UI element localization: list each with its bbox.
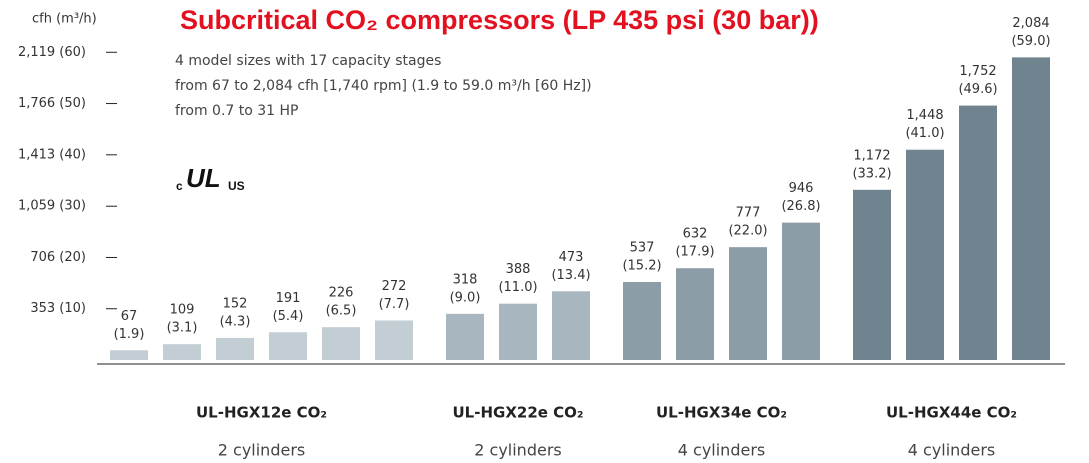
value-label-m3: (13.4) — [551, 268, 590, 283]
value-label: 632 — [683, 227, 708, 242]
y-tick-label: 1,059 (30) — [18, 199, 86, 214]
logo-text: US — [228, 179, 245, 193]
value-label-m3: (15.2) — [622, 259, 661, 274]
y-tick-label: 353 (10) — [30, 301, 86, 316]
subtitle: from 67 to 2,084 cfh [1,740 rpm] (1.9 to… — [175, 78, 592, 94]
value-label: 272 — [382, 279, 407, 294]
value-label: 1,448 — [906, 108, 943, 123]
value-label: 946 — [789, 181, 814, 196]
bar — [959, 105, 997, 360]
bar — [499, 303, 537, 360]
logo-text: UL — [186, 163, 221, 193]
value-label-m3: (17.9) — [675, 245, 714, 260]
value-label-m3: (9.0) — [450, 290, 481, 305]
bar — [782, 222, 820, 360]
value-label-m3: (4.3) — [220, 314, 251, 329]
value-label: 67 — [121, 309, 138, 324]
value-label-m3: (41.0) — [905, 126, 944, 141]
y-tick-label: 1,766 (50) — [18, 96, 86, 111]
value-label: 388 — [506, 262, 531, 277]
y-axis-label: cfh (m³/h) — [32, 12, 97, 27]
value-label: 537 — [630, 241, 655, 256]
bar — [1012, 57, 1050, 361]
group-note: 2 cylinders — [218, 441, 305, 460]
bar — [269, 332, 307, 360]
group-label: UL-HGX12e CO₂ — [196, 404, 327, 422]
bar — [163, 344, 201, 360]
value-label-m3: (6.5) — [326, 304, 357, 319]
bar — [216, 337, 254, 360]
value-label-m3: (1.9) — [114, 327, 145, 342]
value-label: 191 — [276, 291, 301, 306]
bar — [322, 327, 360, 360]
value-label: 1,172 — [853, 148, 890, 163]
value-label: 152 — [223, 296, 248, 311]
value-label-m3: (22.0) — [728, 224, 767, 239]
group-label: UL-HGX44e CO₂ — [886, 404, 1017, 422]
group-note: 4 cylinders — [678, 441, 765, 460]
y-tick-label: 2,119 (60) — [18, 45, 86, 60]
subtitle: 4 model sizes with 17 capacity stages — [175, 53, 441, 69]
bar — [552, 291, 590, 360]
value-label: 1,752 — [959, 64, 996, 79]
value-label-m3: (5.4) — [273, 309, 304, 324]
bar — [375, 320, 413, 360]
group-note: 2 cylinders — [474, 441, 561, 460]
bar — [906, 149, 944, 360]
value-label: 473 — [559, 250, 584, 265]
subtitle: from 0.7 to 31 HP — [175, 103, 298, 119]
group-label: UL-HGX22e CO₂ — [453, 404, 584, 422]
value-label-m3: (49.6) — [958, 82, 997, 97]
bar — [853, 189, 891, 360]
value-label: 318 — [453, 272, 478, 287]
y-tick-label: 1,413 (40) — [18, 147, 86, 162]
bar — [110, 350, 148, 360]
value-label: 226 — [329, 286, 354, 301]
value-label-m3: (3.1) — [167, 321, 198, 336]
value-label-m3: (26.8) — [781, 199, 820, 214]
value-label: 777 — [736, 206, 761, 221]
bar — [676, 268, 714, 360]
logo-text: c — [176, 179, 183, 193]
group-note: 4 cylinders — [908, 441, 995, 460]
value-label: 2,084 — [1012, 16, 1049, 31]
value-label-m3: (59.0) — [1011, 34, 1050, 49]
ul-logo: c UL US — [176, 163, 245, 193]
bar — [623, 282, 661, 360]
value-label-m3: (11.0) — [498, 280, 537, 295]
chart-title: Subcritical CO₂ compressors (LP 435 psi … — [180, 5, 819, 35]
y-tick-label: 706 (20) — [30, 250, 86, 265]
value-label-m3: (33.2) — [852, 166, 891, 181]
bar — [729, 247, 767, 360]
bar — [446, 313, 484, 360]
group-label: UL-HGX34e CO₂ — [656, 404, 787, 422]
value-label: 109 — [170, 303, 195, 318]
value-label-m3: (7.7) — [379, 297, 410, 312]
